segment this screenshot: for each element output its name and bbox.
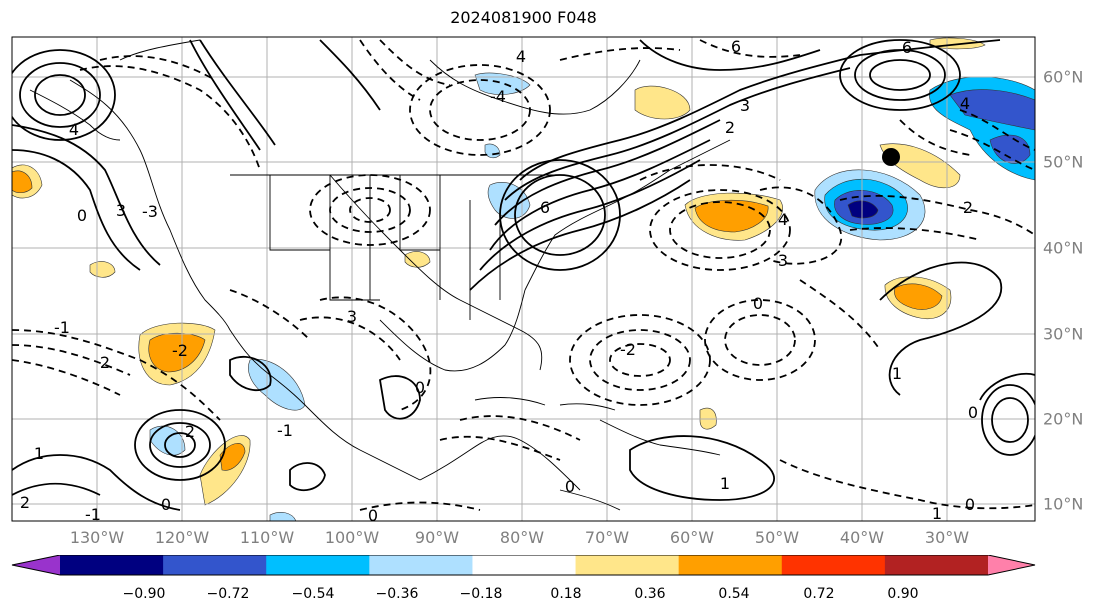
latitude-label: 10°N [1043,494,1084,514]
shading-layer [12,37,1035,521]
contour-label: 4 [778,210,788,229]
longitude-label: 40°W [839,528,885,547]
contour-labels: 6 6 6 4 4 4 4 3 3 3 3 2 2 2 2 2 1 1 1 1 … [20,37,978,525]
contour-label: 3 [740,96,750,115]
longitude-label: 110°W [239,528,295,547]
contour-label: 3 [778,251,788,270]
colorbar-swatch [163,555,267,575]
contour-label: 1 [892,364,902,383]
contour-label: 0 [565,477,575,496]
contour-label: -2 [172,341,188,360]
contour-label: -1 [85,505,101,524]
contour-label: 2 [725,118,735,137]
longitude-label: 60°W [669,528,715,547]
contour-label: 2 [100,353,110,372]
colorbar [11,555,1036,576]
colorbar-swatch [60,555,164,575]
latitude-label: 60°N [1043,67,1084,87]
latitude-label: 20°N [1043,409,1084,429]
contour-label: 1 [932,504,942,523]
contours-negative [12,39,1035,511]
contour-label: 0 [161,495,171,514]
colorbar-tick-label: −0.36 [375,586,419,602]
colorbar-swatch [678,555,783,575]
colorbar-swatch [781,555,886,575]
contour-label: 0 [753,294,763,313]
colorbar-tick-label: −0.72 [206,586,250,602]
longitude-label: 90°W [414,528,460,547]
colorbar-swatch [369,555,473,575]
longitude-label: 70°W [584,528,630,547]
contour-label: -4 [490,87,506,106]
colorbar-tick-label: −0.18 [459,586,503,602]
longitude-label: 30°W [924,528,970,547]
contour-label: 2 [963,198,973,217]
colorbar-swatch [266,555,370,575]
contour-label: 0 [968,403,978,422]
colorbar-swatch [884,555,989,575]
longitude-label: 80°W [499,528,545,547]
coastlines [29,39,731,511]
colorbar-tick-label: 0.18 [550,586,582,602]
chart-title: 2024081900 F048 [450,8,597,27]
contour-label: 1 [720,474,730,493]
graticule [12,37,1035,521]
contour-label: 0 [965,495,975,514]
contour-label: -1 [277,421,293,440]
latitude-label: 50°N [1043,152,1084,172]
contour-label: 4 [516,47,526,66]
contours-positive [12,39,1035,511]
marker-dot [882,148,900,166]
colorbar-extend-low [12,555,60,575]
colorbar-tick-label: 0.72 [803,586,835,602]
colorbar-tick-label: 0.36 [634,586,666,602]
colorbar-swatch [575,555,680,575]
latitude-label: 40°N [1043,238,1084,258]
contour-label: -3 [142,202,158,221]
colorbar-tick-label: 0.90 [887,586,919,602]
colorbar-tick-label: 0.54 [718,586,750,602]
contour-label: 2 [20,493,30,512]
contour-label: 0 [415,378,425,397]
contour-label: 6 [540,198,550,217]
longitude-label: 100°W [324,528,380,547]
colorbar-swatch [472,555,577,575]
contour-label: 4 [960,94,970,113]
contour-label: 6 [902,38,912,57]
contour-label: 3 [116,201,126,220]
colorbar-tick-label: −0.54 [291,586,335,602]
longitude-label: 50°W [754,528,800,547]
latitude-label: 30°N [1043,324,1084,344]
contour-label: 0 [77,206,87,225]
colorbar-outline [11,555,1036,576]
colorbar-swatches [12,555,1035,575]
colorbar-extend-high [988,555,1035,575]
longitude-label: 130°W [69,528,125,547]
contour-label: -2 [620,340,636,359]
contour-label: 6 [731,37,741,56]
contour-label: 1 [34,444,44,463]
map-frame [11,36,1036,522]
colorbar-tick-label: −0.90 [122,586,166,602]
contour-label: -1 [54,318,70,337]
contour-label: 4 [69,120,79,139]
contour-label: 0 [368,506,378,525]
contour-label: 2 [185,422,195,441]
longitude-label: 120°W [154,528,210,547]
contour-label: 3 [347,307,357,326]
